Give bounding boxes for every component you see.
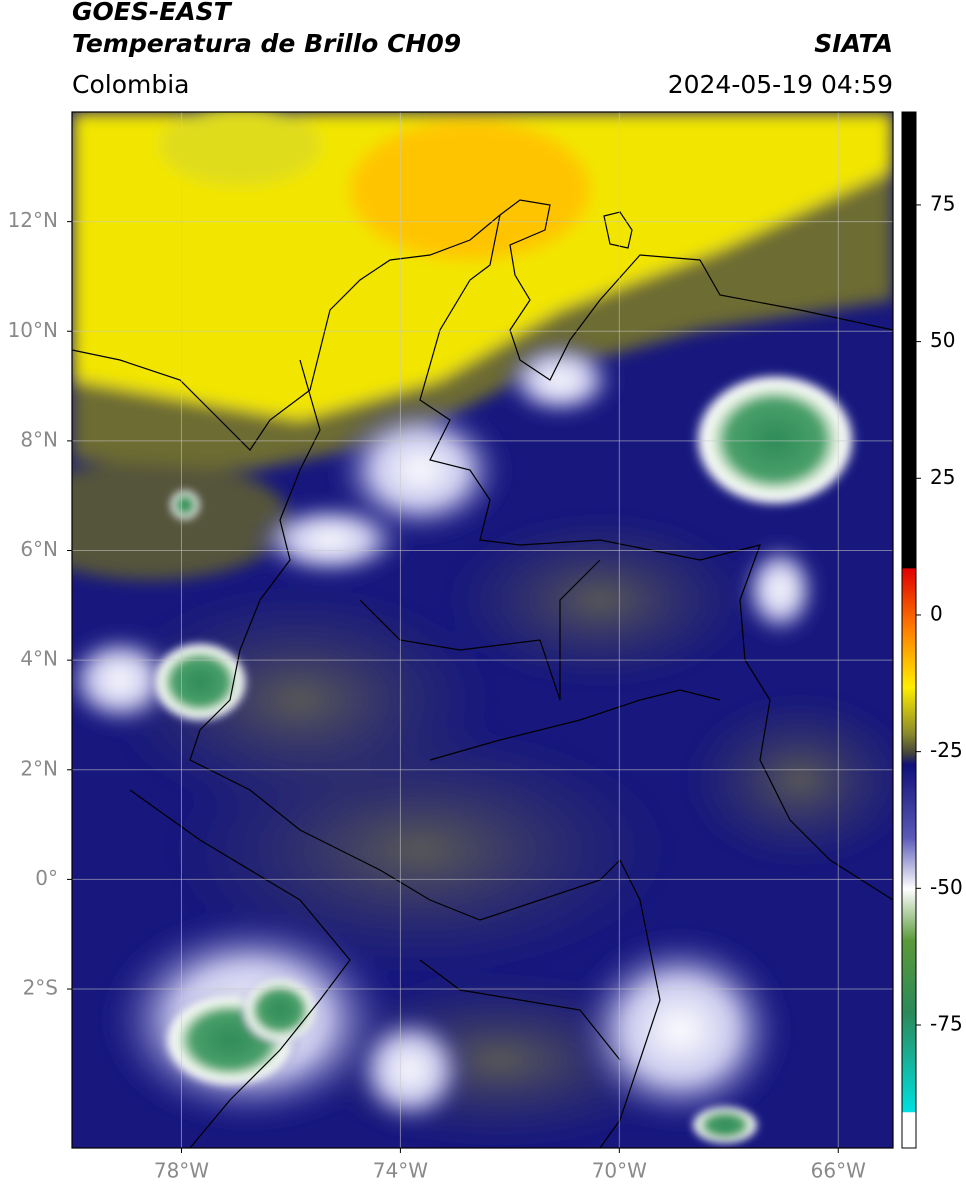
y-tick-label: 4°N (20, 647, 58, 671)
colorbar: 75 50 25 0 -25 -50 -75 (901, 111, 963, 1149)
datetime: 2024-05-19 04:59 (668, 70, 893, 99)
colorbar-tick-label: 25 (930, 465, 955, 489)
colorbar-tick-label: -75 (930, 1011, 963, 1035)
y-tick-label: 0° (35, 866, 58, 890)
region: Colombia (72, 70, 189, 99)
grid (72, 112, 893, 1148)
axes: 78°W 74°W 70°W 66°W 12°N 10°N 8°N 6°N 4°N 2°N 0° 2°… (8, 208, 867, 1182)
map-frame (71, 111, 894, 1149)
subtitle: Temperatura de Brillo CH09 (72, 29, 461, 58)
satellite-image (72, 112, 893, 1148)
y-tick-label: 6°N (20, 537, 58, 561)
y-tick-label: 12°N (8, 208, 58, 232)
title: GOES-EAST (72, 0, 233, 26)
y-tick-label: 2°S (23, 976, 58, 1000)
y-tick-label: 2°N (20, 756, 58, 780)
source: SIATA (814, 29, 893, 58)
y-tick-label: 10°N (8, 318, 58, 342)
colorbar-tick-label: 50 (930, 328, 955, 352)
x-tick-label: 74°W (373, 1159, 428, 1183)
colorbar-tick-label: -50 (930, 875, 963, 899)
x-tick-label: 78°W (154, 1159, 209, 1183)
y-tick-label: 8°N (20, 427, 58, 451)
colorbar-tick-label: -25 (930, 738, 963, 762)
colorbar-tick-label: 75 (930, 191, 955, 215)
header: GOES-EAST Temperatura de Brillo CH09 SIA… (72, 0, 893, 99)
colorbar-tick-label: 0 (930, 601, 943, 625)
x-tick-label: 70°W (592, 1159, 647, 1183)
colorbar-scale (901, 111, 917, 1149)
x-tick-label: 66°W (811, 1159, 866, 1183)
